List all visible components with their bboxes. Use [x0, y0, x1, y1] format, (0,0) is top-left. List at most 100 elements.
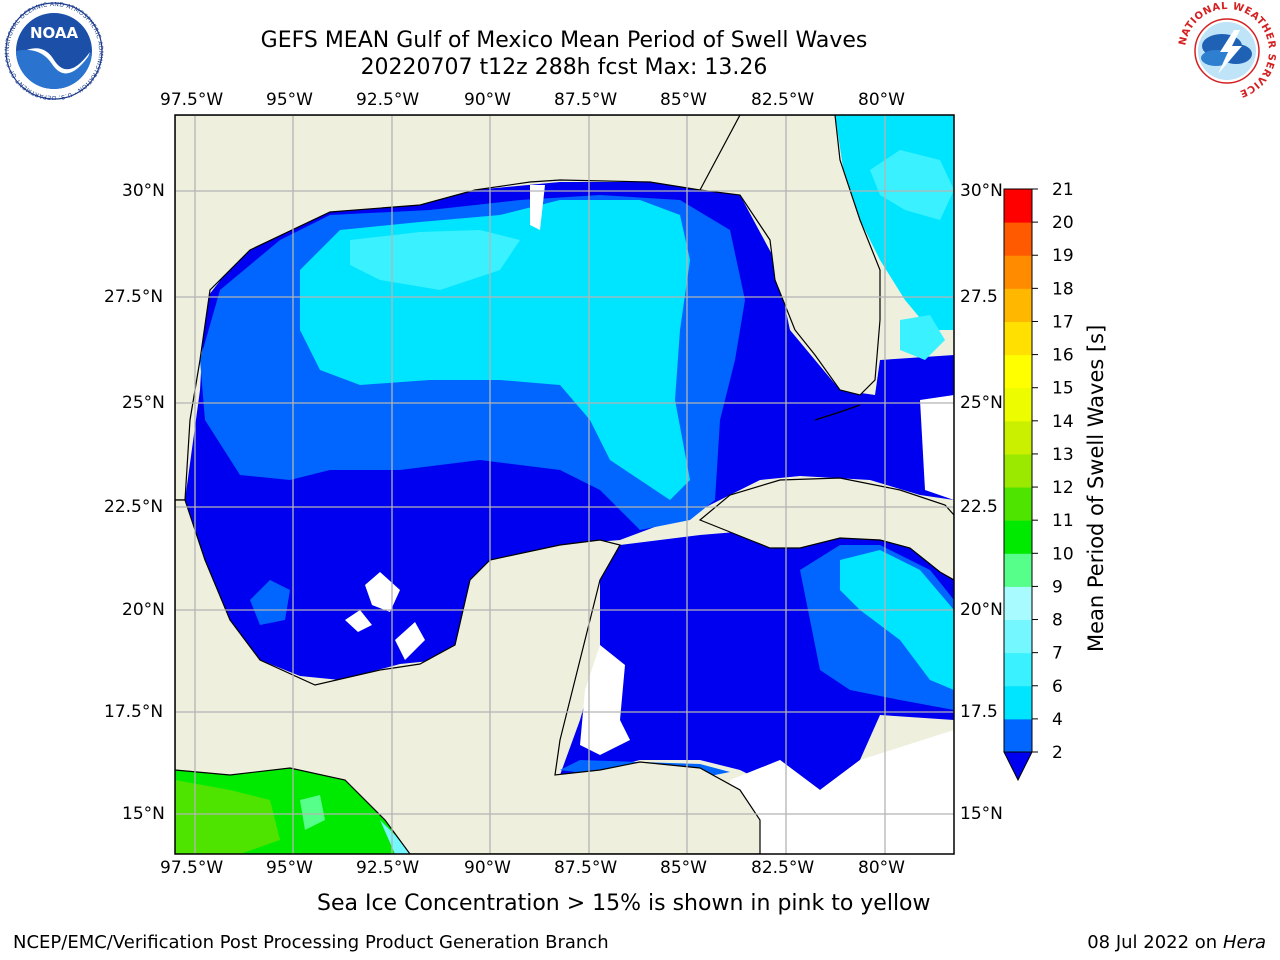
- colorbar-tick-label: 18: [1052, 279, 1074, 299]
- period-band-4-6-caribbean: [840, 550, 954, 690]
- lat-label-right: 15°N: [960, 804, 1003, 824]
- colorbar-segment: [1004, 321, 1032, 356]
- graticule: [175, 115, 954, 854]
- no-data-pocket: [920, 395, 954, 500]
- lon-label-top: 85°W: [660, 90, 707, 110]
- colorbar-tick-label: 6: [1052, 677, 1063, 697]
- lon-label-bottom: 95°W: [266, 858, 313, 878]
- sea-ice-caption: Sea Ice Concentration > 15% is shown in …: [317, 891, 931, 916]
- lat-label-right: 25°N: [960, 393, 1003, 413]
- colorbar-segment: [1004, 685, 1032, 720]
- lat-label-right: 30°N: [960, 181, 1003, 201]
- pacific-band-11-12: [175, 780, 280, 854]
- colorbar-segment: [1004, 453, 1032, 488]
- period-band-2-4-bay: [250, 580, 290, 625]
- colorbar-frame: [1003, 188, 1033, 753]
- lon-label-bottom: 92.5°W: [356, 858, 420, 878]
- no-data-pocket: [365, 572, 400, 612]
- lon-label-top: 97.5°W: [160, 90, 224, 110]
- title-line-2: 20220707 t12z 288h fcst Max: 13.26: [360, 55, 768, 80]
- period-band-6-7-east: [900, 315, 945, 360]
- colorbar-segment: [1004, 619, 1032, 654]
- colorbar-tick-label: 8: [1052, 611, 1063, 631]
- colorbar-segment: [1004, 189, 1032, 223]
- cuba-land: [698, 477, 954, 581]
- lon-label-top: 82.5°W: [751, 90, 815, 110]
- lat-label-left: 27.5°N: [104, 287, 164, 307]
- lon-label-top: 80°W: [858, 90, 905, 110]
- colorbar-tick-label: 16: [1052, 346, 1074, 366]
- pacific-band-7-8: [380, 820, 410, 854]
- lat-label-left: 25°N: [122, 393, 165, 413]
- colorbar-tick-label: 20: [1052, 213, 1074, 233]
- colorbar-tick-label: 21: [1052, 180, 1074, 200]
- footer-host: Hera: [1222, 932, 1266, 953]
- colorbar-under-extension: [1003, 751, 1033, 782]
- lat-label-left: 20°N: [122, 600, 165, 620]
- no-data-pocket: [345, 610, 372, 632]
- map-frame: [174, 114, 955, 855]
- footer-date: 08 Jul 2022 on Hera: [1087, 932, 1266, 954]
- footer-date-text: 08 Jul 2022 on: [1087, 932, 1223, 953]
- noaa-logo-text: NOAA: [30, 24, 79, 42]
- pacific-band-9-10: [300, 795, 325, 830]
- colorbar-title: Mean Period of Swell Waves [s]: [1084, 324, 1108, 652]
- title-line-1: GEFS MEAN Gulf of Mexico Mean Period of …: [260, 28, 868, 53]
- lon-label-bottom: 80°W: [858, 858, 905, 878]
- lat-label-left: 17.5°N: [104, 702, 164, 722]
- lat-label-right: 22.5: [960, 497, 998, 517]
- lat-label-right: 27.5: [960, 287, 998, 307]
- colorbar-tick-label: 19: [1052, 246, 1074, 266]
- colorbar-segment: [1004, 420, 1032, 455]
- lon-label-bottom: 82.5°W: [751, 858, 815, 878]
- colorbar-tick-label: 2: [1052, 743, 1063, 763]
- colorbar-segment: [1004, 652, 1032, 687]
- colorbar-segment: [1004, 354, 1032, 389]
- lon-label-top: 95°W: [266, 90, 313, 110]
- nws-logo: NATIONAL WEATHER SERVICE: [1177, 2, 1276, 99]
- lon-label-top: 87.5°W: [554, 90, 618, 110]
- colorbar: 2 4 6 7 8 9 10 11 12 13 14 15 16 17 18 19 20 21: [1003, 180, 1074, 782]
- colorbar-segment: [1004, 586, 1032, 621]
- mexico-land: [175, 499, 761, 854]
- colorbar-segment: [1004, 288, 1032, 322]
- colorbar-tick-label: 17: [1052, 312, 1074, 332]
- lat-label-right: 20°N: [960, 600, 1003, 620]
- colorbar-segment: [1004, 387, 1032, 422]
- lon-label-bottom: 85°W: [660, 858, 707, 878]
- lon-label-bottom: 97.5°W: [160, 858, 224, 878]
- us-gulf-coast-land: [175, 115, 741, 501]
- lon-label-top: 90°W: [464, 90, 511, 110]
- noaa-logo: NATIONAL OCEANIC AND ATMOSPHERIC ADMINIS…: [2, 2, 104, 100]
- colorbar-segment: [1004, 718, 1032, 753]
- florida-land: [679, 115, 881, 396]
- colorbar-segment: [1004, 487, 1032, 521]
- colorbar-tick-label: 12: [1052, 478, 1074, 498]
- lon-label-bottom: 90°W: [464, 858, 511, 878]
- no-data-pocket: [580, 645, 630, 755]
- lat-label-left: 30°N: [122, 181, 165, 201]
- lat-label-left: 22.5°N: [104, 497, 164, 517]
- colorbar-segment: [1004, 222, 1032, 256]
- colorbar-tick-label: 15: [1052, 379, 1074, 399]
- lat-label-right: 17.5: [960, 702, 998, 722]
- lon-label-bottom: 87.5°W: [554, 858, 618, 878]
- footer-credit: NCEP/EMC/Verification Post Processing Pr…: [13, 932, 609, 953]
- lon-label-top: 92.5°W: [356, 90, 420, 110]
- colorbar-segment: [1004, 553, 1032, 587]
- period-band-6-7-atlantic: [870, 150, 954, 220]
- florida-keys: [814, 404, 861, 421]
- colorbar-segment: [1004, 520, 1032, 554]
- colorbar-tick-label: 4: [1052, 710, 1063, 730]
- colorbar-tick-label: 14: [1052, 412, 1074, 432]
- lat-label-left: 15°N: [122, 804, 165, 824]
- colorbar-tick-label: 11: [1052, 511, 1074, 531]
- colorbar-tick-label: 10: [1052, 544, 1074, 564]
- colorbar-segment: [1004, 255, 1032, 289]
- no-data-pocket: [530, 185, 545, 230]
- no-data-pocket: [395, 622, 425, 660]
- colorbar-tick-label: 7: [1052, 644, 1063, 664]
- colorbar-tick-label: 13: [1052, 445, 1074, 465]
- colorbar-tick-label: 9: [1052, 577, 1063, 597]
